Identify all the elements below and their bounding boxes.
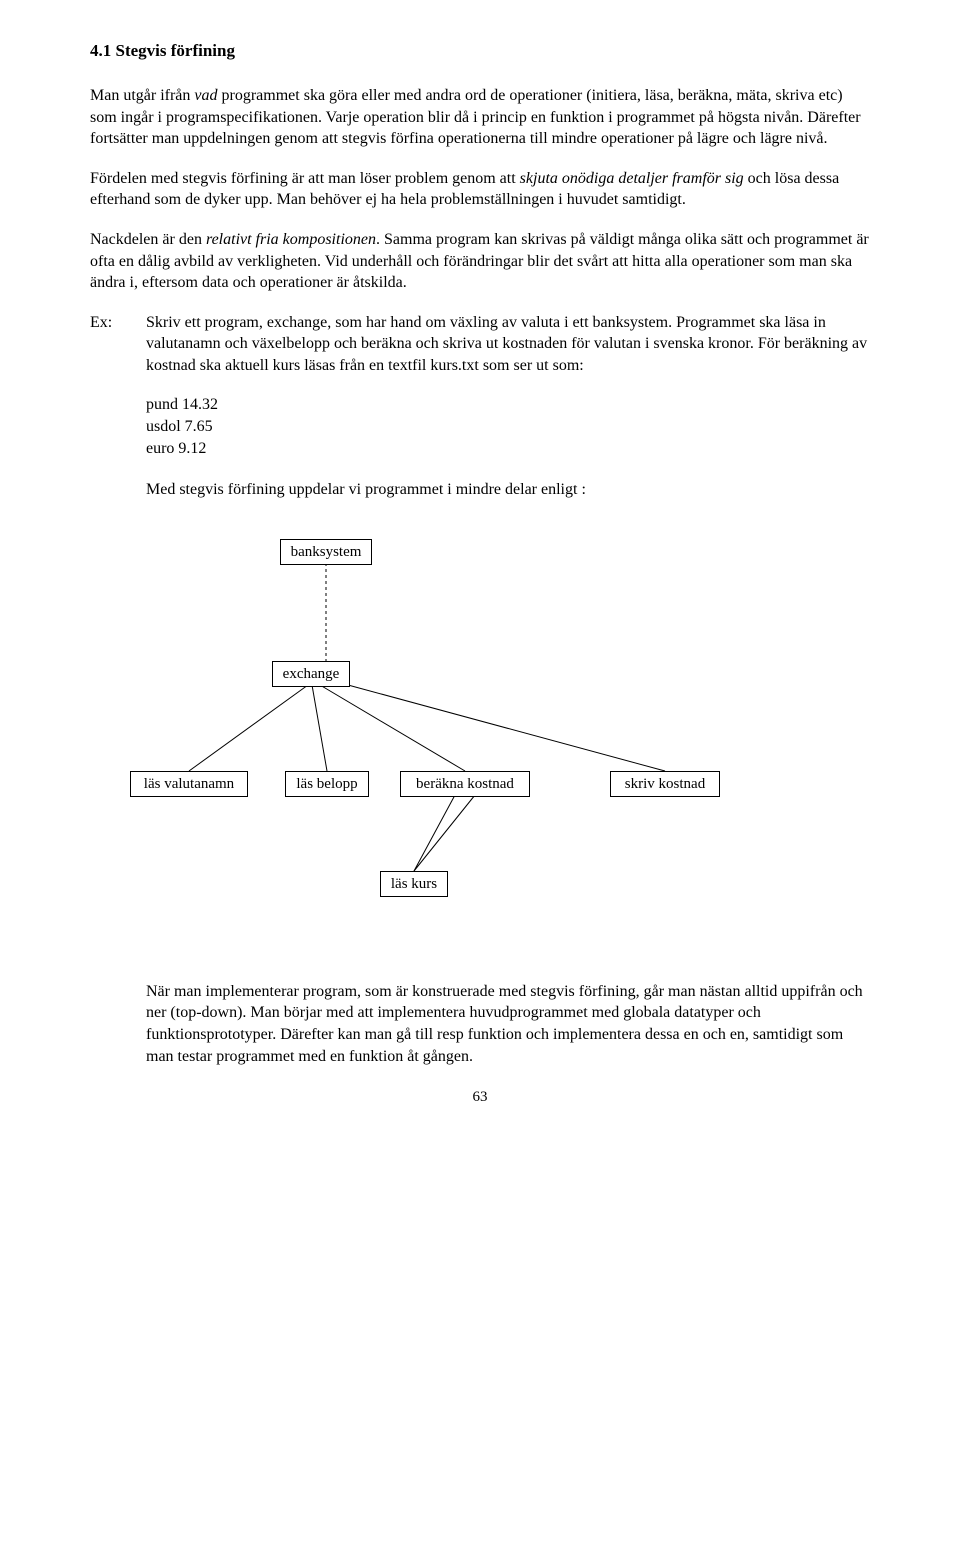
paragraph-2: Fördelen med stegvis förfining är att ma… bbox=[90, 168, 870, 211]
after-list-text: Med stegvis förfining uppdelar vi progra… bbox=[146, 479, 870, 501]
currency-line: euro 9.12 bbox=[146, 438, 870, 460]
diagram-lines bbox=[90, 531, 870, 951]
example-label: Ex: bbox=[90, 312, 146, 377]
currency-line: usdol 7.65 bbox=[146, 416, 870, 438]
example-row: Ex: Skriv ett program, exchange, som har… bbox=[90, 312, 870, 377]
after-diagram-text: När man implementerar program, som är ko… bbox=[146, 981, 870, 1067]
flow-diagram: banksystem exchange läs valutanamn läs b… bbox=[90, 531, 870, 951]
p1-italic: vad bbox=[194, 87, 217, 104]
currency-line: pund 14.32 bbox=[146, 394, 870, 416]
page-number: 63 bbox=[90, 1087, 870, 1107]
p3-italic: relativt fria kompositionen bbox=[206, 231, 376, 248]
p2-a: Fördelen med stegvis förfining är att ma… bbox=[90, 170, 520, 187]
node-las-kurs: läs kurs bbox=[380, 871, 448, 897]
paragraph-3: Nackdelen är den relativt fria kompositi… bbox=[90, 229, 870, 294]
node-banksystem: banksystem bbox=[280, 539, 372, 565]
node-skriv-kostnad: skriv kostnad bbox=[610, 771, 720, 797]
p3-a: Nackdelen är den bbox=[90, 231, 206, 248]
node-exchange: exchange bbox=[272, 661, 350, 687]
currency-list: pund 14.32 usdol 7.65 euro 9.12 bbox=[146, 394, 870, 459]
paragraph-1: Man utgår ifrån vad programmet ska göra … bbox=[90, 85, 870, 150]
p1-a: Man utgår ifrån bbox=[90, 87, 194, 104]
section-heading: 4.1 Stegvis förfining bbox=[90, 40, 870, 63]
p2-italic: skjuta onödiga detaljer framför sig bbox=[520, 170, 744, 187]
node-las-belopp: läs belopp bbox=[285, 771, 369, 797]
example-body: Skriv ett program, exchange, som har han… bbox=[146, 312, 870, 377]
node-las-valutanamn: läs valutanamn bbox=[130, 771, 248, 797]
node-berakna-kostnad: beräkna kostnad bbox=[400, 771, 530, 797]
